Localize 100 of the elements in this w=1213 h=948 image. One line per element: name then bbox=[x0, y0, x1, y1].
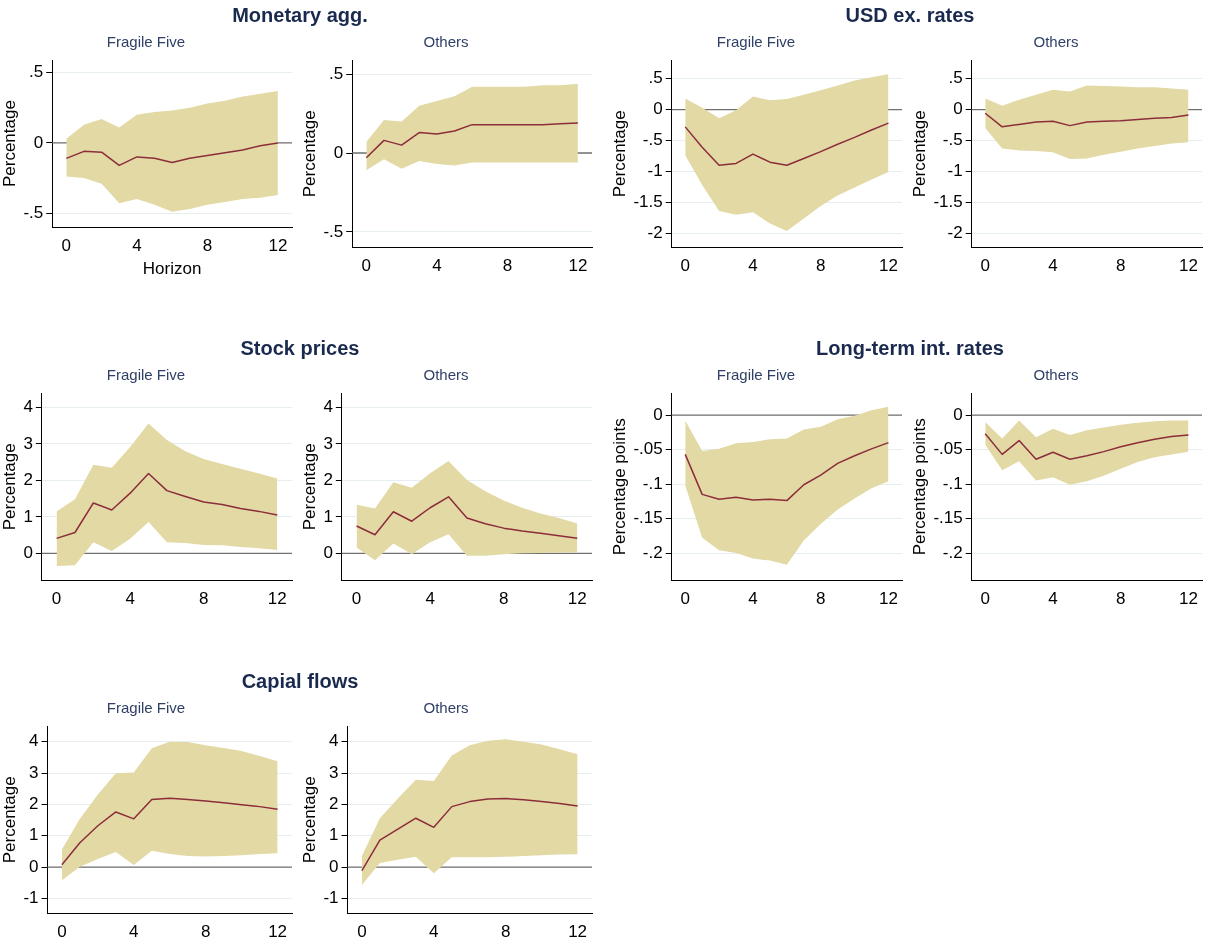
x-tick-label: 12 bbox=[568, 256, 588, 276]
y-tick-label: 0 bbox=[329, 856, 339, 876]
y-tick-label: 4 bbox=[23, 397, 33, 417]
y-tick-label: 0 bbox=[653, 99, 663, 119]
x-tick-label: 4 bbox=[129, 922, 139, 942]
x-tick-label: 12 bbox=[568, 922, 588, 942]
x-tick-label: 0 bbox=[680, 589, 690, 609]
y-tick-label: 3 bbox=[23, 433, 33, 453]
x-tick-label: 4 bbox=[125, 589, 135, 609]
chart-subtitle: Others bbox=[423, 699, 469, 717]
y-tick-label: -1.5 bbox=[633, 192, 663, 212]
y-tick-label: 4 bbox=[329, 731, 339, 751]
y-tick-label: 0 bbox=[33, 132, 44, 152]
y-tick-label: .5 bbox=[329, 63, 344, 83]
y-tick-label: 3 bbox=[29, 762, 39, 782]
x-tick-label: 4 bbox=[748, 256, 758, 276]
y-axis-title: Percentage bbox=[299, 776, 319, 864]
x-tick-label: 0 bbox=[57, 922, 67, 942]
y-tick-label: 1 bbox=[29, 825, 39, 845]
y-tick-label: -.05 bbox=[933, 439, 963, 459]
y-tick-label: 2 bbox=[329, 794, 339, 814]
y-axis-title: Percentage points bbox=[909, 418, 929, 556]
y-tick-label: 2 bbox=[323, 470, 333, 490]
x-tick-label: 12 bbox=[878, 589, 898, 609]
chart-subtitle: Others bbox=[423, 366, 469, 384]
x-tick-label: 8 bbox=[200, 922, 211, 942]
y-axis-title: Percentage bbox=[609, 110, 629, 198]
x-tick-label: 8 bbox=[1115, 256, 1126, 276]
y-tick-label: 0 bbox=[333, 142, 344, 162]
chart-title: Long-term int. rates bbox=[815, 337, 1005, 360]
y-tick-label: -2 bbox=[647, 223, 663, 243]
x-tick-label: 12 bbox=[1178, 589, 1198, 609]
x-tick-label: 12 bbox=[268, 922, 288, 942]
y-tick-label: 0 bbox=[23, 542, 33, 562]
x-tick-label: 12 bbox=[1178, 256, 1198, 276]
y-tick-label: -.2 bbox=[642, 542, 663, 562]
y-tick-label: -.5 bbox=[642, 130, 663, 150]
x-tick-label: 4 bbox=[1048, 589, 1058, 609]
y-tick-label: 1 bbox=[23, 506, 33, 526]
y-tick-label: 3 bbox=[323, 433, 333, 453]
y-tick-label: -2 bbox=[947, 223, 963, 243]
x-tick-label: 8 bbox=[500, 922, 511, 942]
x-tick-label: 0 bbox=[980, 589, 990, 609]
x-tick-label: 12 bbox=[268, 236, 288, 256]
x-tick-label: 0 bbox=[51, 589, 62, 609]
y-tick-label: 0 bbox=[953, 404, 963, 424]
y-tick-label: 1 bbox=[323, 506, 333, 526]
x-tick-label: 12 bbox=[567, 589, 587, 609]
y-axis-title: Percentage bbox=[0, 443, 19, 531]
x-tick-label: 4 bbox=[425, 589, 435, 609]
y-axis-title: Percentage points bbox=[609, 418, 629, 556]
x-tick-label: 8 bbox=[815, 589, 826, 609]
y-axis-title: Percentage bbox=[0, 776, 19, 864]
y-tick-label: -.05 bbox=[633, 439, 663, 459]
y-tick-label: 4 bbox=[323, 397, 333, 417]
y-tick-label: -1 bbox=[23, 888, 39, 908]
y-tick-label: .5 bbox=[648, 68, 663, 88]
chart-subtitle: Fragile Five bbox=[716, 33, 796, 51]
x-tick-label: 8 bbox=[502, 256, 513, 276]
y-tick-label: 2 bbox=[29, 794, 39, 814]
x-tick-label: 8 bbox=[815, 256, 826, 276]
chart-subtitle: Others bbox=[423, 33, 469, 51]
x-tick-label: 8 bbox=[498, 589, 509, 609]
x-tick-label: 0 bbox=[980, 256, 990, 276]
y-tick-label: -.5 bbox=[23, 202, 44, 222]
chart-subtitle: Others bbox=[1033, 366, 1079, 384]
y-tick-label: 4 bbox=[29, 731, 39, 751]
chart-title: Capial flows bbox=[240, 670, 360, 693]
x-tick-label: 8 bbox=[1115, 589, 1126, 609]
y-tick-label: 0 bbox=[653, 404, 663, 424]
y-tick-label: 0 bbox=[953, 99, 963, 119]
y-tick-label: -.2 bbox=[942, 542, 963, 562]
x-tick-label: 0 bbox=[680, 256, 690, 276]
x-tick-label: 0 bbox=[61, 236, 72, 256]
chart-title: USD ex. rates bbox=[844, 4, 976, 27]
x-tick-label: 8 bbox=[198, 589, 209, 609]
y-tick-label: -1 bbox=[323, 888, 339, 908]
chart-subtitle: Fragile Five bbox=[716, 366, 796, 384]
x-tick-label: 0 bbox=[357, 922, 367, 942]
x-tick-label: 8 bbox=[202, 236, 213, 256]
x-tick-label: 4 bbox=[429, 922, 439, 942]
chart-subtitle: Fragile Five bbox=[106, 366, 186, 384]
y-tick-label: 1 bbox=[329, 825, 339, 845]
x-tick-label: 4 bbox=[748, 589, 758, 609]
x-tick-label: 4 bbox=[132, 236, 142, 256]
x-axis-title: Horizon bbox=[142, 259, 202, 279]
y-tick-label: .5 bbox=[29, 62, 44, 82]
y-axis-title: Percentage bbox=[0, 100, 19, 188]
y-tick-label: -.15 bbox=[933, 508, 963, 528]
y-axis-title: Percentage bbox=[299, 443, 319, 531]
y-tick-label: .5 bbox=[948, 68, 963, 88]
y-axis-title: Percentage bbox=[909, 110, 929, 198]
y-tick-label: 0 bbox=[29, 856, 39, 876]
x-tick-label: 0 bbox=[361, 256, 372, 276]
y-axis-title: Percentage bbox=[299, 110, 319, 198]
y-tick-label: -1 bbox=[647, 161, 663, 181]
x-tick-label: 4 bbox=[1048, 256, 1058, 276]
chart-subtitle: Others bbox=[1033, 33, 1079, 51]
y-tick-label: 2 bbox=[23, 470, 33, 490]
y-tick-label: -.1 bbox=[942, 473, 963, 493]
